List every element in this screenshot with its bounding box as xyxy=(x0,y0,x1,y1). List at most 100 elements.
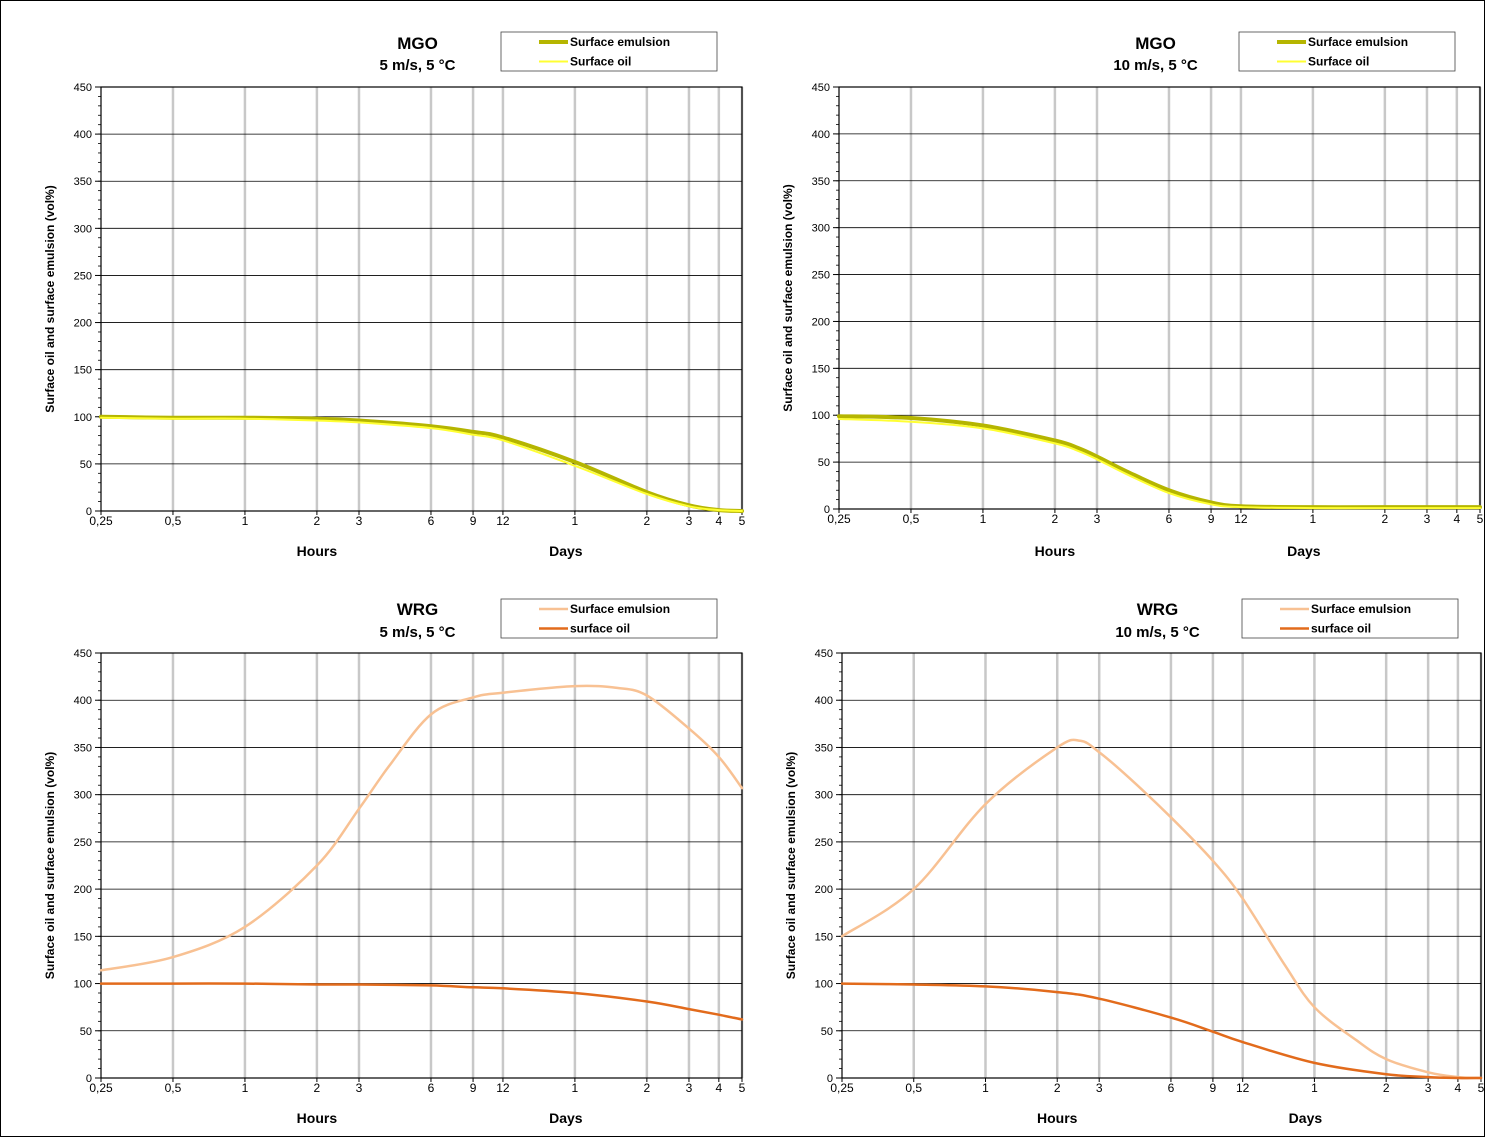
y-tick-label: 50 xyxy=(821,1026,833,1038)
y-tick-label: 50 xyxy=(80,459,92,471)
legend-label-1: Surface emulsion xyxy=(1311,602,1411,616)
series-lines xyxy=(99,684,744,1021)
series-lines xyxy=(840,738,1483,1080)
x-tick-label: 3 xyxy=(1096,1081,1103,1095)
x-tick-label: 4 xyxy=(1453,512,1460,526)
x-tick-label: 2 xyxy=(1052,512,1059,526)
chart-title: WRG xyxy=(397,600,439,619)
y-axis-label: Surface oil and surface emulsion (vol%) xyxy=(43,752,57,979)
legend-label-1: Surface emulsion xyxy=(570,602,670,616)
y-tick-label: 100 xyxy=(74,979,92,991)
x-tick-label: 0,25 xyxy=(89,514,113,528)
vertical-gridlines xyxy=(912,653,1483,1078)
chart-subtitle: 10 m/s, 5 °C xyxy=(1115,624,1200,641)
y-tick-label: 350 xyxy=(74,176,92,188)
x-tick-label: 6 xyxy=(1166,512,1173,526)
y-tick-label: 350 xyxy=(815,742,833,754)
x-tick-label: 5 xyxy=(739,514,746,528)
y-tick-label: 100 xyxy=(815,979,833,991)
x-tick-label: 3 xyxy=(356,1081,363,1095)
x-tick-label: 9 xyxy=(470,514,477,528)
legend-label-2: Surface oil xyxy=(1308,55,1369,69)
legend-box xyxy=(1238,31,1456,72)
x-axis-label-days: Days xyxy=(549,543,583,559)
x-tick-label: 6 xyxy=(1168,1081,1175,1095)
vertical-gridlines xyxy=(171,653,744,1078)
x-axis-label-hours: Hours xyxy=(297,1110,338,1126)
series-line-2 xyxy=(100,416,743,512)
x-tick-label: 2 xyxy=(1383,1081,1390,1095)
y-tick-label: 50 xyxy=(80,1026,92,1038)
series-line-2 xyxy=(840,982,1483,1080)
x-tick-label: 1 xyxy=(980,512,987,526)
y-tick-label: 250 xyxy=(74,270,92,282)
x-tick-label: 4 xyxy=(1455,1081,1462,1095)
chart-title: WRG xyxy=(1137,600,1179,619)
x-tick-label: 3 xyxy=(1094,512,1101,526)
y-tick-label: 250 xyxy=(815,837,833,849)
y-tick-label: 150 xyxy=(74,365,92,377)
y-tick-label: 0 xyxy=(86,1073,92,1085)
x-tick-label: 9 xyxy=(470,1081,477,1095)
y-tick-label: 400 xyxy=(815,695,833,707)
x-axis-label-days: Days xyxy=(549,1110,583,1126)
plot-area-frame xyxy=(838,86,1481,510)
y-tick-label: 300 xyxy=(74,223,92,235)
series-line-2 xyxy=(838,418,1481,510)
y-axis-label: Surface oil and surface emulsion (vol%) xyxy=(781,184,795,411)
x-axis-label-hours: Hours xyxy=(1037,1110,1078,1126)
x-tick-label: 5 xyxy=(739,1081,746,1095)
y-tick-label: 450 xyxy=(74,648,92,660)
series-lines xyxy=(99,414,744,513)
legend-box xyxy=(1241,598,1459,639)
x-axis-label-hours: Hours xyxy=(297,543,338,559)
x-tick-label: 1 xyxy=(572,514,579,528)
x-tick-label: 0,25 xyxy=(89,1081,113,1095)
plot-area-frame xyxy=(841,652,1482,1079)
x-axis-label-hours: Hours xyxy=(1035,543,1076,559)
x-tick-label: 5 xyxy=(1478,1081,1484,1095)
y-tick-label: 100 xyxy=(74,412,92,424)
y-axis-label: Surface oil and surface emulsion (vol%) xyxy=(784,752,798,979)
series-lines xyxy=(837,414,1482,510)
y-tick-label: 450 xyxy=(74,82,92,94)
x-tick-label: 0,25 xyxy=(830,1081,854,1095)
y-tick-label: 400 xyxy=(74,129,92,141)
x-tick-label: 2 xyxy=(1054,1081,1061,1095)
x-tick-label: 3 xyxy=(686,514,693,528)
legend-label-2: surface oil xyxy=(570,622,630,636)
y-tick-label: 150 xyxy=(815,931,833,943)
y-tick-label: 0 xyxy=(824,504,830,516)
y-tick-label: 450 xyxy=(812,82,830,94)
y-tick-label: 250 xyxy=(74,837,92,849)
y-tick-label: 400 xyxy=(812,129,830,141)
x-axis-label-days: Days xyxy=(1287,543,1321,559)
horizontal-gridlines xyxy=(839,86,1480,463)
x-tick-label: 9 xyxy=(1208,512,1215,526)
x-tick-label: 1 xyxy=(1310,512,1317,526)
x-tick-label: 1 xyxy=(1311,1081,1318,1095)
legend: Surface emulsion surface oil xyxy=(1241,598,1459,639)
y-tick-label: 0 xyxy=(86,506,92,518)
x-tick-label: 3 xyxy=(1424,512,1431,526)
x-tick-label: 1 xyxy=(242,514,249,528)
x-tick-label: 1 xyxy=(982,1081,989,1095)
x-axis-label-days: Days xyxy=(1289,1110,1323,1126)
x-tick-label: 0,5 xyxy=(165,514,182,528)
horizontal-gridlines xyxy=(842,652,1481,1032)
x-tick-label: 2 xyxy=(314,1081,321,1095)
y-tick-label: 50 xyxy=(818,457,830,469)
y-tick-label: 300 xyxy=(74,790,92,802)
x-tick-label: 0,5 xyxy=(165,1081,182,1095)
y-tick-label: 150 xyxy=(74,931,92,943)
y-tick-label: 450 xyxy=(815,648,833,660)
y-tick-label: 200 xyxy=(74,884,92,896)
x-tick-label: 3 xyxy=(1425,1081,1432,1095)
legend-label-2: surface oil xyxy=(1311,622,1371,636)
x-tick-label: 5 xyxy=(1477,512,1484,526)
legend: Surface emulsion Surface oil xyxy=(500,31,718,72)
vertical-gridlines xyxy=(909,87,1482,509)
